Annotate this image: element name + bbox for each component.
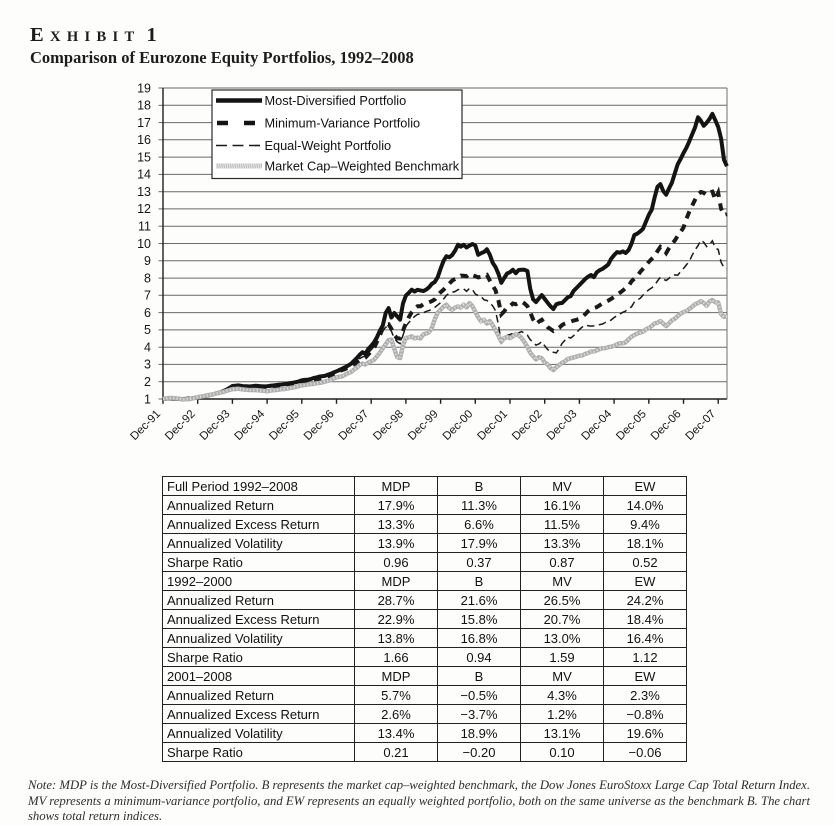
svg-text:11: 11 (138, 220, 151, 234)
svg-text:2: 2 (144, 375, 151, 389)
svg-text:9: 9 (144, 254, 151, 268)
svg-text:Dec-91: Dec-91 (128, 408, 163, 443)
svg-text:16: 16 (137, 133, 151, 147)
svg-text:Dec-94: Dec-94 (233, 408, 268, 443)
svg-text:5: 5 (144, 323, 151, 337)
svg-text:8: 8 (144, 271, 151, 285)
svg-text:Dec-97: Dec-97 (337, 408, 372, 443)
svg-text:Dec-07: Dec-07 (684, 408, 719, 443)
svg-text:19: 19 (137, 81, 151, 95)
svg-text:7: 7 (144, 289, 151, 303)
svg-text:Dec-05: Dec-05 (614, 408, 649, 443)
svg-text:Dec-00: Dec-00 (441, 408, 476, 443)
svg-text:15: 15 (137, 150, 151, 164)
svg-text:Dec-99: Dec-99 (406, 408, 441, 443)
svg-text:Dec-01: Dec-01 (475, 408, 510, 443)
svg-text:4: 4 (144, 341, 151, 355)
svg-text:Dec-98: Dec-98 (371, 408, 406, 443)
svg-text:18: 18 (137, 99, 151, 113)
svg-text:13: 13 (137, 185, 151, 199)
svg-text:10: 10 (137, 237, 151, 251)
svg-text:14: 14 (137, 168, 151, 182)
svg-text:Dec-02: Dec-02 (510, 408, 545, 443)
svg-text:17: 17 (137, 116, 151, 130)
svg-text:Dec-06: Dec-06 (649, 408, 684, 443)
svg-text:3: 3 (144, 358, 151, 372)
svg-text:Minimum-Variance Portfolio: Minimum-Variance Portfolio (265, 116, 421, 131)
svg-text:Dec-96: Dec-96 (302, 408, 337, 443)
svg-text:Dec-92: Dec-92 (163, 408, 198, 443)
svg-text:Most-Diversified Portfolio: Most-Diversified Portfolio (265, 93, 407, 108)
svg-text:Dec-95: Dec-95 (267, 408, 302, 443)
svg-text:1: 1 (144, 392, 151, 406)
svg-text:Equal-Weight Portfolio: Equal-Weight Portfolio (265, 138, 392, 153)
svg-text:Market Cap–Weighted Benchmark: Market Cap–Weighted Benchmark (265, 159, 460, 174)
svg-text:12: 12 (137, 202, 151, 216)
svg-text:Dec-03: Dec-03 (545, 408, 580, 443)
svg-text:6: 6 (144, 306, 151, 320)
svg-text:Dec-93: Dec-93 (198, 408, 233, 443)
svg-text:Dec-04: Dec-04 (580, 408, 615, 443)
